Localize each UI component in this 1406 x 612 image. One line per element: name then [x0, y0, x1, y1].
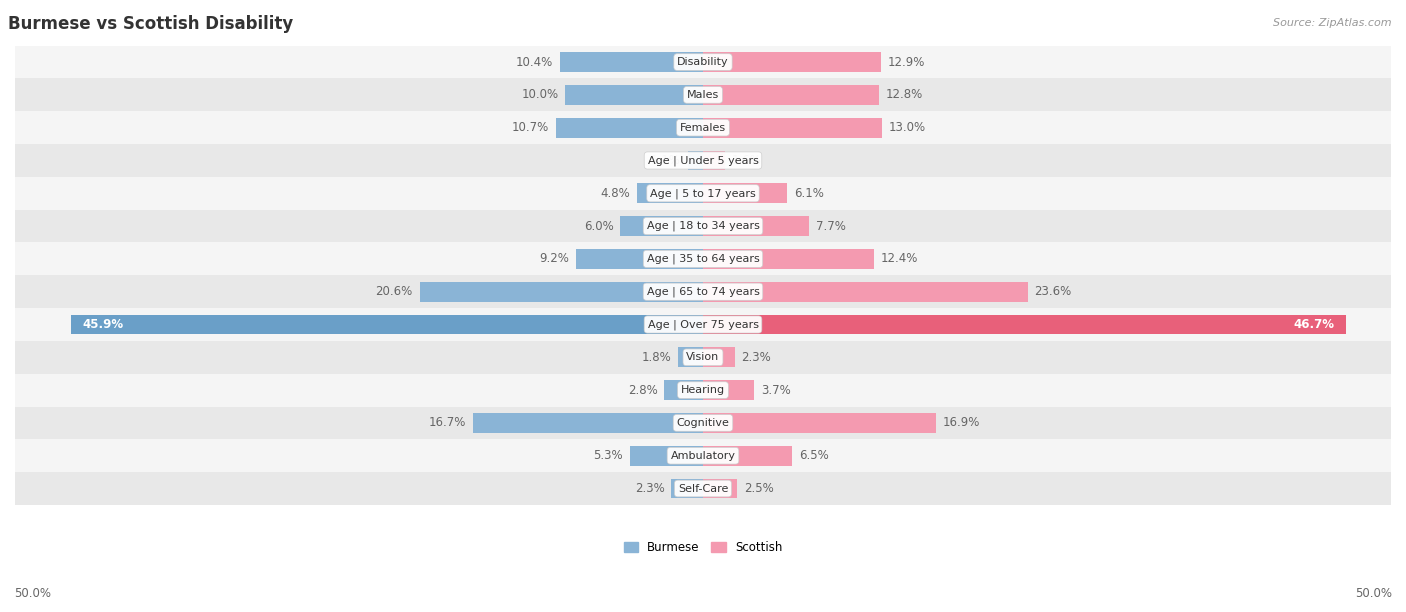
Bar — [15, 374, 1391, 406]
Bar — [703, 184, 787, 203]
Text: Hearing: Hearing — [681, 385, 725, 395]
Text: 1.1%: 1.1% — [651, 154, 681, 167]
Text: 6.0%: 6.0% — [583, 220, 613, 233]
Bar — [15, 341, 1391, 374]
Text: 23.6%: 23.6% — [1035, 285, 1071, 298]
Bar — [665, 380, 703, 400]
Bar — [72, 315, 703, 334]
Text: 1.8%: 1.8% — [641, 351, 671, 364]
Bar — [15, 177, 1391, 210]
Text: 9.2%: 9.2% — [540, 252, 569, 266]
Bar — [576, 249, 703, 269]
Bar — [703, 479, 737, 498]
Text: Disability: Disability — [678, 57, 728, 67]
Text: 45.9%: 45.9% — [83, 318, 124, 331]
Bar — [15, 210, 1391, 242]
Bar — [688, 151, 703, 170]
Bar — [15, 242, 1391, 275]
Text: 4.8%: 4.8% — [600, 187, 630, 200]
Text: 7.7%: 7.7% — [815, 220, 845, 233]
Text: Self-Care: Self-Care — [678, 483, 728, 493]
Text: Males: Males — [688, 90, 718, 100]
Bar — [630, 446, 703, 466]
Bar — [703, 380, 754, 400]
Bar — [671, 479, 703, 498]
Bar — [555, 118, 703, 138]
Bar — [703, 446, 793, 466]
Text: Age | 65 to 74 years: Age | 65 to 74 years — [647, 286, 759, 297]
Text: Age | 35 to 64 years: Age | 35 to 64 years — [647, 253, 759, 264]
Bar — [15, 144, 1391, 177]
Text: 2.8%: 2.8% — [628, 384, 658, 397]
Text: 5.3%: 5.3% — [593, 449, 623, 462]
Text: 2.3%: 2.3% — [634, 482, 665, 495]
Bar — [703, 151, 725, 170]
Legend: Burmese, Scottish: Burmese, Scottish — [619, 536, 787, 559]
Bar — [703, 348, 735, 367]
Text: 16.7%: 16.7% — [429, 416, 467, 430]
Text: 1.6%: 1.6% — [733, 154, 762, 167]
Bar — [15, 111, 1391, 144]
Text: 10.0%: 10.0% — [522, 88, 558, 102]
Bar — [703, 216, 808, 236]
Bar — [419, 282, 703, 302]
Text: Vision: Vision — [686, 353, 720, 362]
Bar — [15, 46, 1391, 78]
Text: 12.8%: 12.8% — [886, 88, 924, 102]
Bar — [560, 52, 703, 72]
Bar — [474, 413, 703, 433]
Text: Age | Over 75 years: Age | Over 75 years — [648, 319, 758, 330]
Text: 2.3%: 2.3% — [741, 351, 772, 364]
Text: 46.7%: 46.7% — [1294, 318, 1334, 331]
Bar — [15, 308, 1391, 341]
Text: Age | 5 to 17 years: Age | 5 to 17 years — [650, 188, 756, 198]
Text: Source: ZipAtlas.com: Source: ZipAtlas.com — [1274, 18, 1392, 28]
Text: 6.1%: 6.1% — [794, 187, 824, 200]
Bar — [15, 275, 1391, 308]
Bar — [703, 118, 882, 138]
Bar — [620, 216, 703, 236]
Bar — [637, 184, 703, 203]
Text: 3.7%: 3.7% — [761, 384, 790, 397]
Text: 10.4%: 10.4% — [516, 56, 553, 69]
Bar — [703, 52, 880, 72]
Text: 6.5%: 6.5% — [800, 449, 830, 462]
Bar — [703, 413, 935, 433]
Text: Cognitive: Cognitive — [676, 418, 730, 428]
Bar — [565, 85, 703, 105]
Text: Females: Females — [681, 122, 725, 133]
Text: 12.4%: 12.4% — [880, 252, 918, 266]
Text: 50.0%: 50.0% — [14, 587, 51, 600]
Text: 2.5%: 2.5% — [744, 482, 775, 495]
Bar — [678, 348, 703, 367]
Text: 13.0%: 13.0% — [889, 121, 927, 134]
Bar — [703, 282, 1028, 302]
Text: 20.6%: 20.6% — [375, 285, 413, 298]
Text: Age | 18 to 34 years: Age | 18 to 34 years — [647, 221, 759, 231]
Bar — [703, 85, 879, 105]
Bar — [15, 472, 1391, 505]
Text: Ambulatory: Ambulatory — [671, 450, 735, 461]
Text: 16.9%: 16.9% — [942, 416, 980, 430]
Text: 50.0%: 50.0% — [1355, 587, 1392, 600]
Text: 10.7%: 10.7% — [512, 121, 548, 134]
Bar — [15, 439, 1391, 472]
Bar — [15, 78, 1391, 111]
Text: 12.9%: 12.9% — [887, 56, 925, 69]
Bar — [703, 315, 1346, 334]
Bar — [15, 406, 1391, 439]
Bar — [703, 249, 873, 269]
Text: Age | Under 5 years: Age | Under 5 years — [648, 155, 758, 166]
Text: Burmese vs Scottish Disability: Burmese vs Scottish Disability — [8, 15, 294, 33]
